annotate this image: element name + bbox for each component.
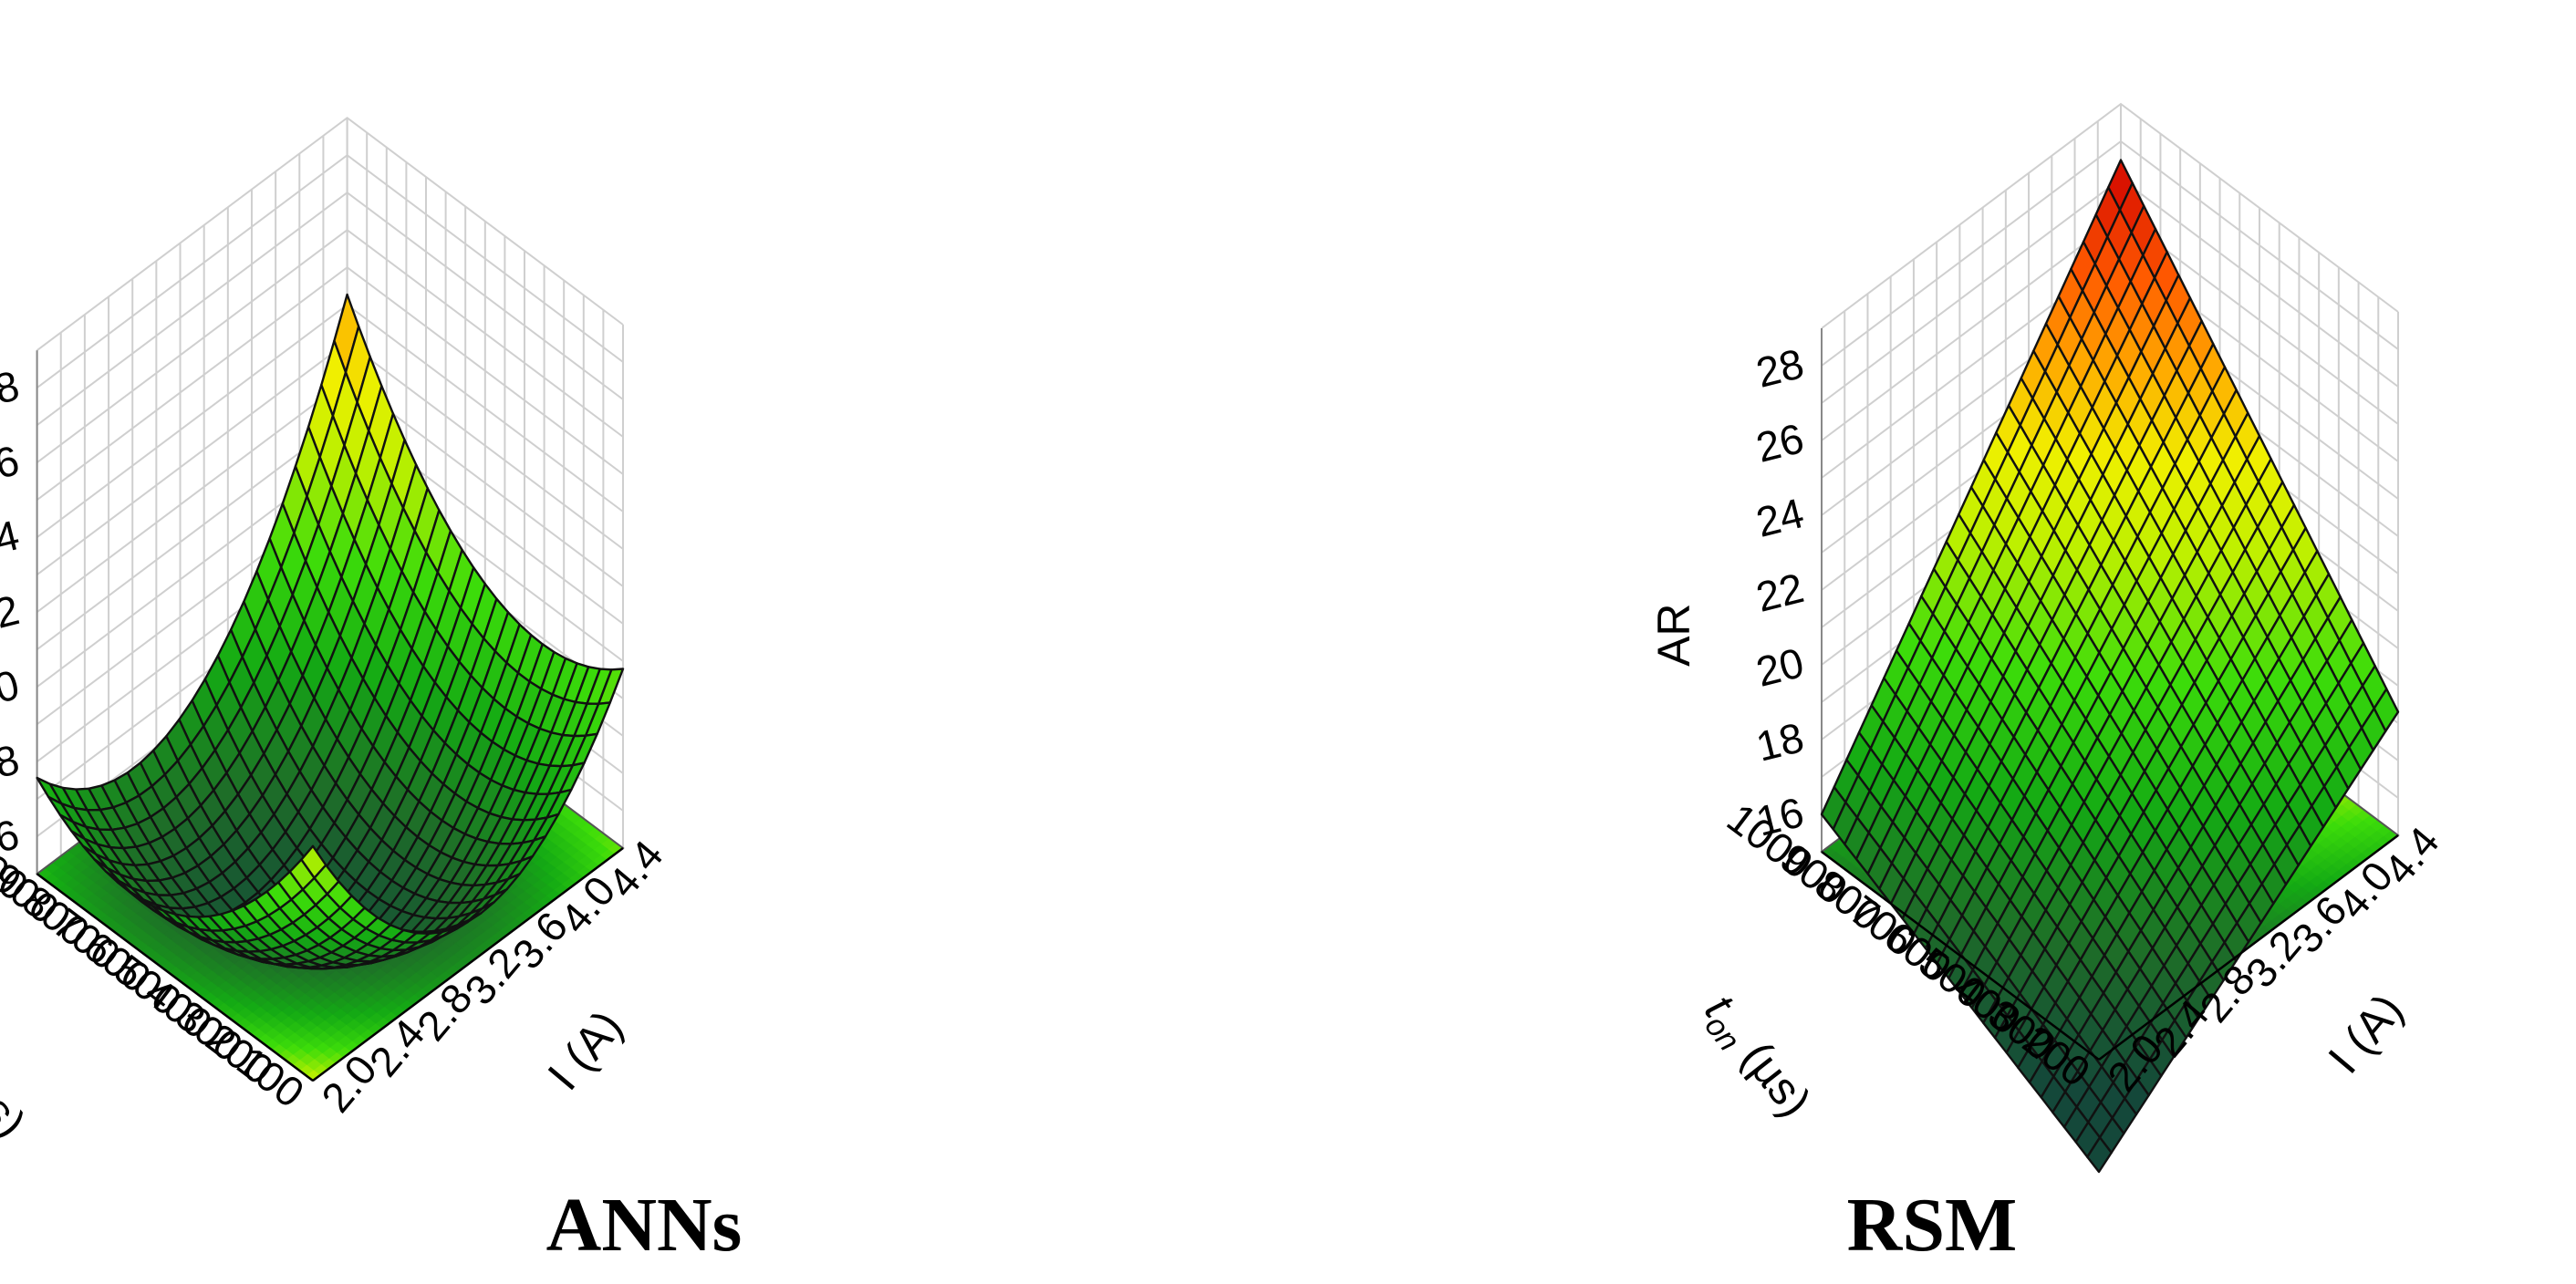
ann-surface-mesh [36, 293, 625, 970]
ann-z-tick: 24 [0, 511, 24, 568]
rsm-z-tick: 24 [1751, 489, 1808, 546]
rsm-chart-panel: 2.0 2.4 2.8 3.2 3.6 4.0 4.4 200 300 400 500 600 700 8… [1288, 0, 2576, 1284]
rsm-z-axis-label: AR [1648, 603, 1699, 666]
ann-caption: ANNs [545, 1183, 743, 1268]
ann-z-tick: 20 [0, 660, 24, 718]
rsm-caption: RSM [1846, 1183, 2018, 1268]
rsm-z-tick: 26 [1751, 414, 1808, 471]
ann-x-axis-label: I (A) [538, 1000, 633, 1099]
ann-surface-plot: 2.02.42.83.23.64.04.41002003004005006007… [0, 116, 672, 1152]
rsm-x-axis-label: I (A) [2318, 984, 2413, 1082]
ann-z-tick: 26 [0, 436, 24, 493]
ann-z-tick: 28 [0, 361, 24, 419]
rsm-z-tick: 22 [1751, 564, 1808, 621]
rsm-surface-mesh [1820, 159, 2400, 1174]
rsm-z-tick: 18 [1751, 713, 1808, 771]
ann-z-tick: 22 [0, 585, 24, 643]
rsm-z-tick: 20 [1751, 638, 1808, 696]
ann-chart-panel: 2.0 2.4 2.8 3.2 3.6 4.0 4.4 100 200 300 400 500 600 7… [0, 116, 743, 1268]
rsm-z-tick: 28 [1751, 339, 1808, 397]
ann-axes: 2.02.42.83.23.64.04.41002003004005006007… [0, 361, 672, 1152]
ann-y-axis-label: ton (µs) [0, 1007, 36, 1152]
rsm-surface-plot: 2.02.42.83.23.64.04.42003004005006007008… [1648, 102, 2448, 1174]
ann-z-tick: 18 [0, 735, 24, 792]
rsm-z-tick: 16 [1751, 788, 1808, 845]
rsm-y-axis-label: ton (µs) [1690, 985, 1822, 1130]
